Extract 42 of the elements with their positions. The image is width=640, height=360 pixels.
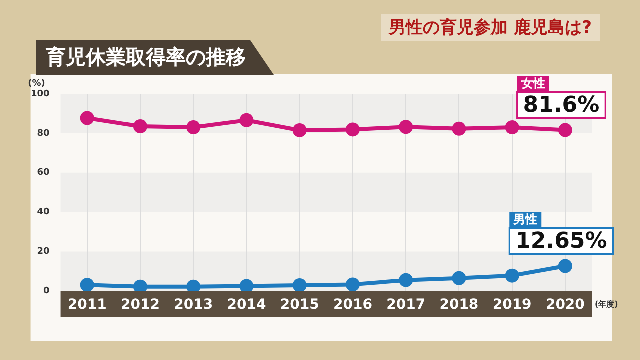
chart-title: 育児休業取得率の推移 — [36, 40, 274, 75]
text: 男性 — [512, 212, 538, 226]
point — [292, 123, 307, 138]
y-tick-label: 40 — [37, 208, 50, 218]
point — [292, 278, 307, 292]
x-tick-label: 2014 — [227, 297, 266, 314]
x-tick-label: 2020 — [546, 297, 586, 314]
x-tick-label: 2015 — [280, 297, 320, 314]
point — [505, 268, 520, 283]
chart-subtitle: 男性の育児参加 鹿児島は? — [381, 14, 600, 41]
point — [505, 120, 520, 135]
point — [240, 279, 254, 292]
point — [240, 113, 254, 128]
point — [186, 120, 201, 135]
point — [399, 120, 414, 134]
point — [452, 271, 466, 286]
point — [558, 123, 572, 138]
point — [80, 278, 94, 292]
x-tick-label: 2019 — [492, 297, 532, 314]
y-axis-title: (%) — [28, 79, 46, 89]
x-tick-label: 2012 — [120, 297, 160, 314]
data-label: 81.6% — [523, 93, 600, 118]
x-tick-label: 2017 — [386, 297, 426, 314]
point — [133, 120, 148, 134]
y-tick-label: 80 — [37, 128, 50, 139]
y-tick-label: 60 — [37, 168, 50, 178]
x-tick-label: 2018 — [440, 297, 479, 314]
x-tick-label: 2013 — [174, 297, 214, 314]
y-tick-label: 20 — [37, 247, 50, 258]
point — [399, 273, 414, 288]
x-tick-label: 2011 — [68, 297, 107, 314]
text: 女性 — [520, 76, 546, 90]
point — [452, 122, 466, 136]
x-tick-label: 2016 — [333, 297, 372, 314]
y-tick-label: 0 — [44, 286, 50, 297]
y-tick-label: 100 — [30, 89, 50, 100]
point — [558, 259, 572, 274]
x-axis-title: (年度) — [595, 299, 618, 310]
point — [346, 122, 360, 137]
data-label: 12.65% — [516, 228, 608, 254]
point — [80, 111, 94, 126]
point — [346, 278, 360, 292]
